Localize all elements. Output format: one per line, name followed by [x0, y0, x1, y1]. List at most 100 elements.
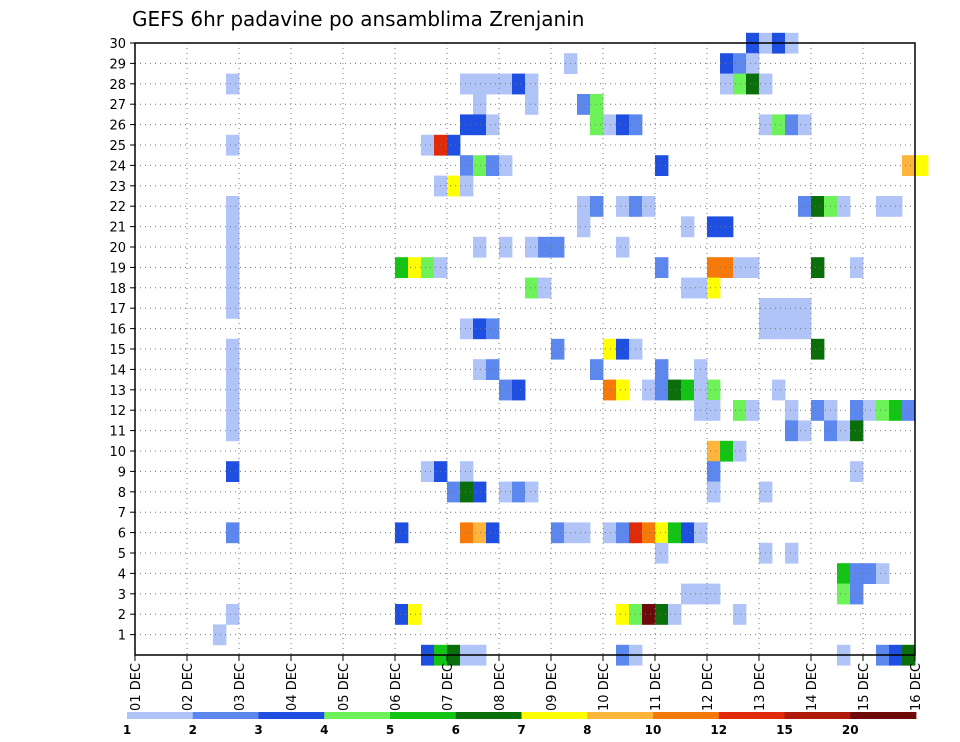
colorbar-label: 15: [776, 723, 793, 737]
precip-cell: [603, 338, 617, 360]
colorbar-label: 1: [123, 723, 131, 737]
precip-cell: [525, 94, 539, 115]
x-tick-label: 16 DEC: [909, 663, 924, 711]
precip-cell: [590, 114, 604, 136]
colorbar-label: 4: [320, 723, 328, 737]
precip-cell: [226, 461, 240, 482]
precip-cell: [681, 216, 695, 238]
y-tick-label: 17: [109, 302, 126, 317]
precip-cell: [486, 359, 500, 380]
colorbar-swatch: [324, 712, 391, 719]
y-tick-label: 28: [109, 78, 126, 93]
precip-cell: [785, 400, 799, 421]
precip-cell: [642, 379, 656, 401]
precip-cell: [746, 53, 760, 74]
precip-cell: [460, 175, 474, 197]
x-tick-label: 15 DEC: [857, 663, 872, 711]
precip-cell: [863, 563, 877, 584]
x-tick-label: 03 DEC: [233, 663, 248, 711]
precip-cell: [538, 277, 552, 299]
y-tick-label: 9: [118, 465, 126, 480]
precip-cell: [460, 461, 474, 482]
precip-cell: [447, 175, 461, 197]
precip-cell: [798, 114, 812, 136]
precip-cell: [720, 53, 734, 74]
colorbar-swatch: [192, 712, 259, 719]
precip-cell: [850, 563, 864, 584]
precip-cell: [785, 114, 799, 136]
colorbar-label: 3: [254, 723, 262, 737]
precip-cell: [616, 114, 630, 136]
precip-cell: [551, 236, 565, 258]
precip-cell: [226, 257, 240, 278]
precip-cell: [226, 379, 240, 401]
precip-cell: [811, 257, 825, 278]
precip-cell: [902, 400, 916, 421]
precip-cell: [733, 440, 747, 462]
precip-cell: [460, 318, 474, 340]
precip-cell: [785, 420, 799, 442]
precip-cell: [395, 522, 409, 544]
precip-cell: [681, 379, 695, 401]
precip-cell: [473, 73, 487, 95]
colorbar-label: 8: [583, 723, 591, 737]
precip-cell: [616, 338, 630, 360]
precip-cell: [473, 94, 487, 115]
colorbar-label: 10: [645, 723, 662, 737]
colorbar-swatch: [455, 712, 522, 719]
precip-cell: [460, 114, 474, 136]
precip-cell: [473, 359, 487, 380]
precip-cell: [655, 359, 669, 380]
precip-cell: [642, 522, 656, 544]
precip-cell: [226, 277, 240, 299]
precip-cell: [733, 257, 747, 278]
colorbar: 1 2 3 4 5 6 7 8 10 12 15 20: [123, 712, 917, 737]
precip-cell: [733, 73, 747, 95]
y-tick-label: 4: [118, 567, 126, 582]
y-axis: 1234567891011121314151617181920212223242…: [109, 37, 135, 644]
y-tick-label: 29: [109, 57, 126, 72]
colorbar-label: 7: [517, 723, 525, 737]
precip-cell: [785, 542, 799, 564]
x-tick-label: 02 DEC: [181, 663, 196, 711]
x-tick-label: 04 DEC: [285, 663, 300, 711]
y-tick-label: 10: [109, 445, 126, 460]
precip-cell: [785, 298, 799, 319]
precip-cell: [642, 604, 656, 625]
precip-cell: [707, 400, 721, 421]
precip-cell: [746, 257, 760, 278]
y-tick-label: 8: [118, 486, 126, 501]
precip-cell: [486, 73, 500, 95]
precip-cell: [460, 481, 474, 503]
precip-cell: [590, 196, 604, 217]
precip-cell: [486, 318, 500, 340]
precip-cell: [733, 604, 747, 625]
colorbar-swatch: [587, 712, 654, 719]
grid-lines: [135, 43, 915, 655]
precip-cell: [551, 522, 565, 544]
precip-cell: [720, 257, 734, 278]
precip-cell: [577, 196, 591, 217]
precip-cell: [668, 604, 682, 625]
precip-cell: [512, 481, 526, 503]
colorbar-swatch: [653, 712, 720, 719]
x-tick-label: 10 DEC: [597, 663, 612, 711]
precip-cell: [473, 318, 487, 340]
x-tick-label: 14 DEC: [805, 663, 820, 711]
precip-cell: [447, 134, 461, 156]
precip-cell: [460, 522, 474, 544]
precip-cell: [902, 155, 916, 176]
y-tick-label: 3: [118, 588, 126, 603]
precip-cell: [226, 134, 240, 156]
y-tick-label: 30: [109, 37, 126, 52]
precip-cell: [837, 196, 851, 217]
precip-cell: [733, 400, 747, 421]
precip-cell: [876, 400, 890, 421]
precip-cell: [707, 216, 721, 238]
y-tick-label: 24: [109, 159, 126, 174]
precip-cell: [460, 155, 474, 176]
y-tick-label: 6: [118, 527, 126, 542]
precip-cell: [226, 359, 240, 380]
y-tick-label: 26: [109, 119, 126, 134]
